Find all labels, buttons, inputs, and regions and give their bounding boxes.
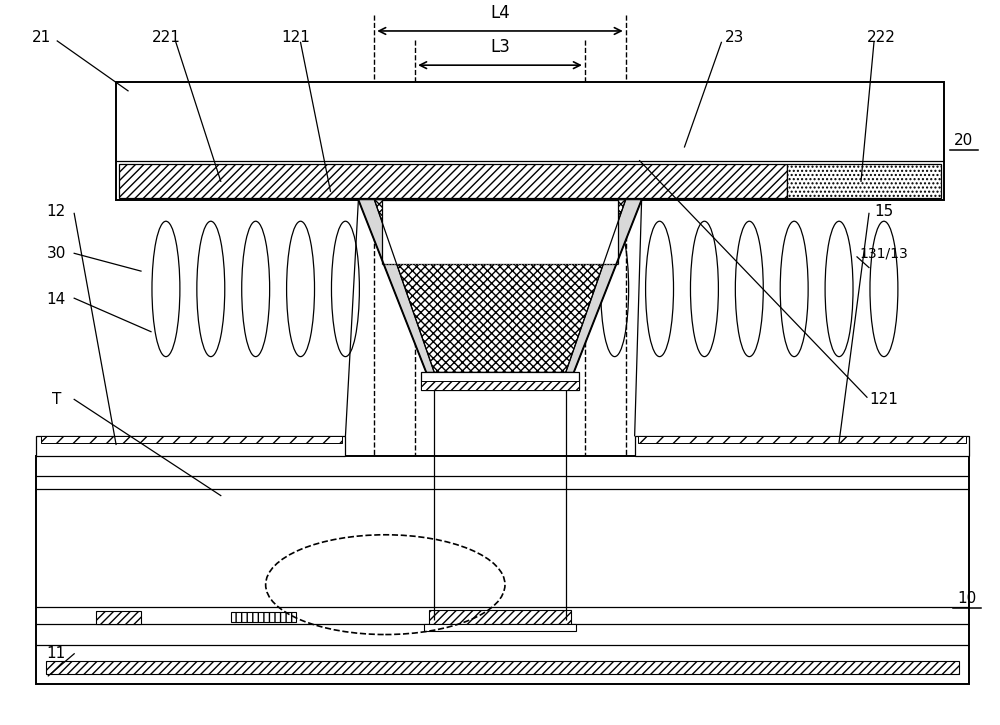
Bar bbox=[46, 661, 959, 674]
Bar bbox=[635, 436, 969, 457]
Bar bbox=[638, 436, 966, 443]
Text: 21: 21 bbox=[32, 30, 51, 45]
Text: 15: 15 bbox=[874, 204, 894, 220]
Text: 221: 221 bbox=[151, 30, 180, 45]
Bar bbox=[421, 373, 579, 390]
Text: 20: 20 bbox=[954, 133, 973, 148]
Text: L4: L4 bbox=[490, 4, 510, 22]
Bar bbox=[119, 165, 787, 199]
Text: 131/13: 131/13 bbox=[860, 247, 908, 260]
Text: L3: L3 bbox=[490, 38, 510, 56]
Text: 11: 11 bbox=[47, 646, 66, 661]
Bar bbox=[382, 200, 618, 264]
Polygon shape bbox=[358, 200, 434, 373]
Bar bbox=[96, 611, 141, 624]
Text: 23: 23 bbox=[725, 30, 744, 45]
Bar bbox=[36, 436, 345, 457]
Bar bbox=[36, 457, 969, 684]
Bar bbox=[424, 624, 576, 631]
Bar bbox=[231, 612, 296, 622]
Text: 10: 10 bbox=[957, 592, 976, 606]
Text: 14: 14 bbox=[47, 292, 66, 307]
Bar bbox=[116, 82, 944, 200]
Bar bbox=[421, 381, 579, 390]
Bar bbox=[787, 165, 941, 199]
Text: 121: 121 bbox=[869, 392, 898, 407]
Text: T: T bbox=[52, 392, 61, 407]
Text: 121: 121 bbox=[281, 30, 310, 45]
Text: 222: 222 bbox=[867, 30, 895, 45]
Bar bbox=[429, 610, 571, 624]
Text: 30: 30 bbox=[47, 246, 66, 261]
Bar bbox=[41, 436, 342, 443]
Polygon shape bbox=[566, 200, 642, 373]
Polygon shape bbox=[374, 200, 626, 373]
Text: 12: 12 bbox=[47, 204, 66, 220]
